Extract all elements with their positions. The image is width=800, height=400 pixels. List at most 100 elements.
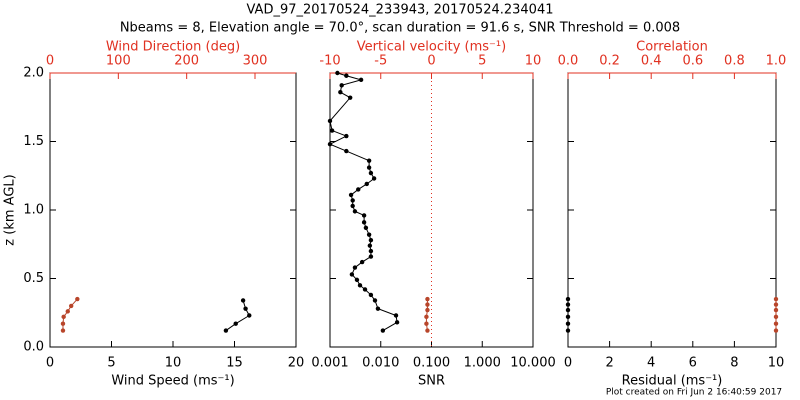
series-line	[62, 298, 78, 331]
x-tick-label: 10.000	[510, 356, 556, 371]
x2-tick-label: 100	[106, 54, 131, 69]
data-point	[348, 192, 354, 198]
data-point	[565, 328, 571, 333]
data-point	[363, 225, 369, 231]
data-point	[65, 309, 70, 314]
y-tick-label: 1.0	[23, 203, 44, 218]
x-tick-label: 6	[689, 356, 697, 371]
footnote: Plot created on Fri Jun 2 16:40:59 2017	[606, 388, 782, 398]
data-point	[327, 142, 333, 147]
x2-tick-label: 0.0	[558, 54, 579, 69]
data-point	[60, 321, 66, 326]
x2-tick-label: 0.8	[724, 54, 745, 69]
data-point	[240, 298, 246, 303]
data-point	[773, 321, 779, 326]
x-tick-label: 0.001	[311, 356, 348, 371]
data-point	[362, 287, 368, 292]
x-tick-label: 1.000	[464, 356, 501, 371]
x2-axis-label: Wind Direction (deg)	[106, 40, 240, 55]
data-point	[368, 254, 374, 259]
data-point	[424, 314, 429, 320]
x2-tick-label: 300	[243, 54, 268, 69]
x-tick-label: 5	[107, 356, 115, 371]
x-tick-label: 2	[605, 356, 613, 371]
x-tick-label: 15	[226, 356, 243, 371]
data-point	[375, 306, 381, 311]
data-point	[335, 70, 340, 76]
data-point	[349, 272, 355, 277]
data-point	[352, 209, 358, 214]
chart-title: VAD_97_20170524_233943, 20170524.234041	[247, 3, 554, 18]
y-tick-label: 0.0	[23, 340, 44, 355]
data-point	[773, 307, 779, 313]
data-point	[425, 302, 430, 307]
data-point	[366, 165, 372, 170]
y-tick-label: 1.5	[23, 134, 44, 149]
data-point	[367, 243, 373, 248]
data-point	[347, 95, 353, 100]
data-point	[350, 203, 355, 209]
data-point	[773, 302, 779, 307]
data-point	[565, 302, 571, 307]
data-point	[368, 292, 374, 298]
data-point	[223, 328, 229, 333]
data-point	[425, 328, 430, 333]
data-point	[344, 73, 349, 78]
data-point	[368, 248, 374, 254]
data-point	[350, 198, 355, 203]
data-point	[61, 314, 66, 320]
x2-tick-label: 0	[427, 54, 435, 69]
series-line	[225, 300, 250, 331]
plot-frame	[567, 72, 777, 348]
data-point	[338, 89, 343, 95]
chart-subtitle: Nbeams = 8, Elevation angle = 70.0°, sca…	[120, 21, 680, 36]
data-point	[371, 176, 377, 181]
data-point	[247, 313, 252, 318]
data-point	[357, 283, 363, 288]
data-point	[368, 237, 374, 243]
x2-tick-label: 1.0	[766, 54, 787, 69]
x-tick-label: 0.010	[362, 356, 399, 371]
y-tick-label: 2.0	[23, 66, 44, 81]
data-point	[327, 118, 333, 124]
data-point	[565, 314, 571, 320]
x2-axis-label: Vertical velocity (ms⁻¹)	[357, 40, 506, 55]
data-point	[361, 220, 367, 225]
data-point	[352, 265, 358, 270]
data-point	[364, 181, 369, 187]
data-point	[372, 298, 378, 303]
x-tick-label: 0.100	[413, 356, 450, 371]
x-tick-label: 20	[288, 356, 305, 371]
x-tick-label: 0	[46, 356, 54, 371]
data-point	[393, 313, 399, 318]
data-point	[243, 306, 248, 311]
x2-tick-label: 0.2	[599, 54, 620, 69]
data-point	[425, 296, 430, 302]
data-point	[75, 296, 80, 302]
plot-frame	[49, 72, 297, 348]
x2-tick-label: 200	[174, 54, 199, 69]
x2-tick-label: 0.6	[682, 54, 703, 69]
data-point	[773, 296, 779, 302]
x-tick-label: 10	[768, 356, 785, 371]
x-axis-label: SNR	[418, 374, 445, 389]
data-point	[773, 328, 779, 333]
data-point	[773, 314, 779, 320]
data-point	[358, 77, 364, 83]
data-point	[565, 321, 571, 326]
x2-tick-label: 10	[525, 54, 542, 69]
x-tick-label: 10	[165, 356, 182, 371]
x-tick-label: 0	[564, 356, 572, 371]
data-point	[424, 321, 429, 326]
data-point	[344, 148, 349, 154]
y-tick-label: 0.5	[23, 271, 44, 286]
x2-tick-label: 0.4	[641, 54, 662, 69]
data-point	[339, 83, 344, 88]
data-point	[354, 277, 360, 283]
data-point	[356, 187, 361, 192]
x-axis-label: Wind Speed (ms⁻¹)	[111, 374, 234, 389]
x2-tick-label: -10	[319, 54, 340, 69]
series-line	[328, 72, 398, 331]
data-point	[344, 133, 349, 139]
data-point	[368, 170, 374, 176]
